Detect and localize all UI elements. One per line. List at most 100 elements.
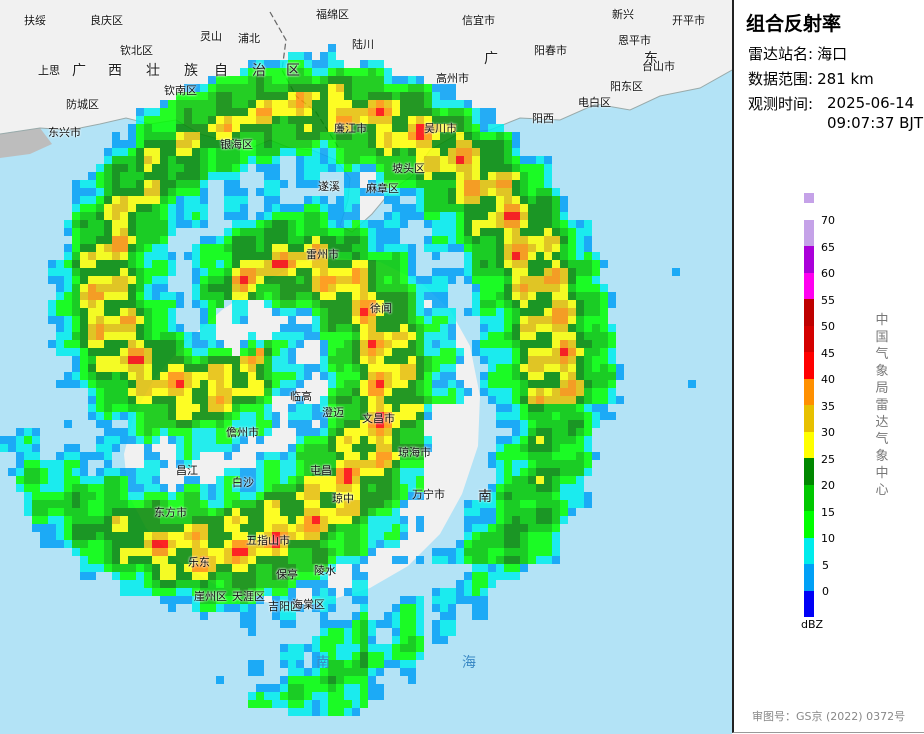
echo-cell [168,604,176,612]
echo-cell [176,196,184,204]
echo-cell [368,140,376,148]
echo-cell [264,220,272,228]
place-label: 海棠区 [292,598,325,611]
echo-cell [544,268,552,276]
echo-cell [376,476,384,484]
echo-cell [536,180,544,188]
radar-map[interactable]: 扶绥 良庆区 浦北 福绵区 信宜市 新兴 上思 钦北区 灵山 陆川 阳春市 恩平市 开平市广西壮族自治区… [0,0,732,734]
echo-cell [200,324,208,332]
echo-cell [224,596,232,604]
echo-cell [440,228,448,236]
echo-cell [224,412,232,420]
echo-cell [240,308,248,316]
echo-cell [336,156,344,164]
echo-cell [280,372,288,380]
echo-cell [264,252,272,260]
echo-cell [384,412,392,420]
echo-cell [120,500,128,508]
echo-cell [536,420,544,428]
echo-cell [24,508,32,516]
echo-cell [408,172,416,180]
echo-cell [376,124,384,132]
echo-cell [160,412,168,420]
echo-cell [352,492,360,500]
echo-cell [312,140,320,148]
echo-cell [280,588,288,596]
echo-cell [160,388,168,396]
echo-cell [608,292,616,300]
echo-cell [256,404,264,412]
echo-cell [224,92,232,100]
echo-cell [256,516,264,524]
echo-cell [32,452,40,460]
echo-cell [272,76,280,84]
echo-cell [360,612,368,620]
echo-cell [312,668,320,676]
echo-cell [288,700,296,708]
echo-cell [568,412,576,420]
echo-cell [128,268,136,276]
echo-cell [224,268,232,276]
echo-cell [496,564,504,572]
echo-cell [264,276,272,284]
echo-cell [328,444,336,452]
echo-cell [72,340,80,348]
echo-cell [440,388,448,396]
echo-cell [232,364,240,372]
echo-cell [600,324,608,332]
echo-cell [248,580,256,588]
echo-cell [400,604,408,612]
colorbar-tick-label: 50 [821,320,835,333]
echo-cell [336,260,344,268]
echo-cell [416,316,424,324]
echo-cell [608,356,616,364]
echo-cell [88,332,96,340]
echo-cell [128,484,136,492]
echo-cell [328,84,336,92]
echo-cell [352,684,360,692]
echo-cell [488,508,496,516]
echo-cell [488,548,496,556]
echo-cell [448,604,456,612]
echo-cell [360,148,368,156]
echo-cell [512,180,520,188]
echo-cell [352,652,360,660]
echo-cell [264,508,272,516]
echo-cell [304,52,312,60]
echo-cell [512,172,520,180]
echo-cell [200,84,208,92]
echo-cell [424,356,432,364]
echo-cell [216,140,224,148]
echo-cell [192,540,200,548]
echo-cell [160,308,168,316]
echo-cell [504,204,512,212]
echo-cell [192,588,200,596]
echo-cell [240,540,248,548]
echo-cell [496,244,504,252]
echo-cell [112,548,120,556]
echo-cell [456,172,464,180]
echo-cell [488,164,496,172]
echo-cell [600,380,608,388]
echo-cell [496,500,504,508]
echo-cell [472,340,480,348]
echo-cell [584,268,592,276]
echo-cell [216,364,224,372]
echo-cell [216,340,224,348]
echo-cell [520,284,528,292]
echo-cell [176,380,184,388]
echo-cell [576,300,584,308]
echo-cell [560,444,568,452]
echo-cell [432,220,440,228]
echo-cell [176,356,184,364]
echo-cell [384,620,392,628]
echo-cell [184,452,192,460]
echo-cell [200,556,208,564]
echo-cell [464,308,472,316]
echo-cell [272,452,280,460]
echo-cell [296,652,304,660]
echo-cell [328,228,336,236]
echo-cell [544,500,552,508]
echo-cell [384,332,392,340]
echo-cell [152,316,160,324]
